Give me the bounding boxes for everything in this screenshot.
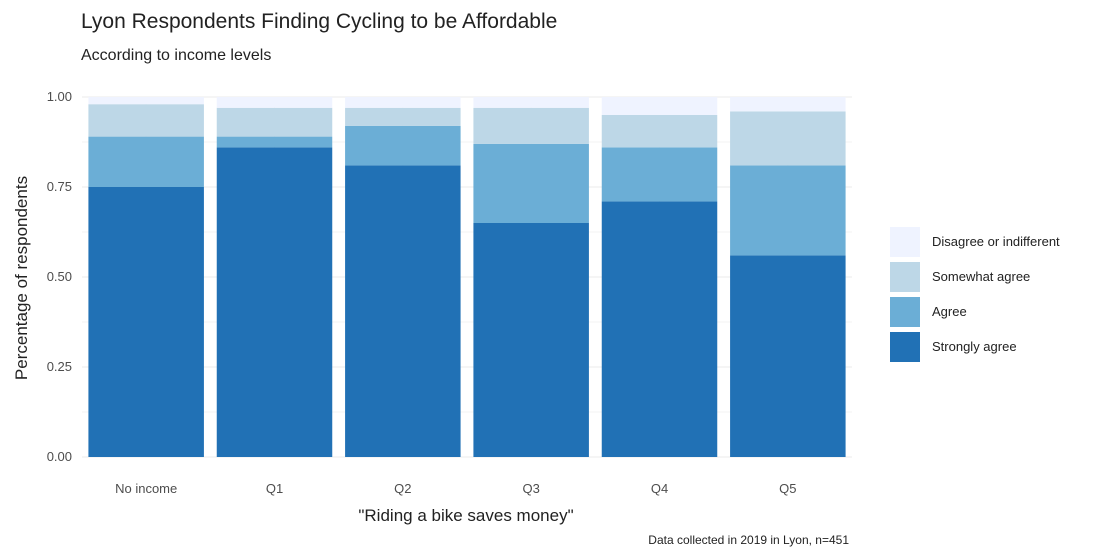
chart-caption: Data collected in 2019 in Lyon, n=451 [648, 533, 849, 547]
bar-segment-strongly-agree-q4 [601, 201, 718, 457]
bar-segment-disagree-or-indifferent-q4 [601, 97, 718, 115]
bar-segment-agree-q4 [601, 147, 718, 202]
chart-title: Lyon Respondents Finding Cycling to be A… [81, 10, 558, 33]
legend-label: Agree [932, 304, 967, 319]
y-tick-label: 1.00 [47, 89, 72, 104]
bar-segment-strongly-agree-q5 [730, 255, 846, 457]
legend-swatch [890, 331, 920, 362]
bar-segment-somewhat-agree-q1 [216, 107, 333, 137]
bar-segment-strongly-agree-no-income [88, 187, 204, 457]
bar-segment-strongly-agree-q2 [345, 165, 461, 457]
bar-segment-somewhat-agree-q3 [473, 107, 589, 144]
legend-swatch [890, 296, 920, 327]
bar-segment-somewhat-agree-q4 [601, 115, 718, 148]
legend-label: Disagree or indifferent [932, 234, 1060, 249]
legend-label: Somewhat agree [932, 269, 1031, 284]
legend-item: Strongly agree [890, 329, 1060, 364]
y-tick-label: 0.00 [47, 449, 72, 464]
bar-segment-strongly-agree-q3 [473, 223, 589, 457]
x-tick-label: No income [115, 481, 177, 496]
x-tick-label: Q4 [651, 481, 668, 496]
legend-item: Somewhat agree [890, 259, 1060, 294]
bar-segment-somewhat-agree-q2 [345, 107, 461, 126]
legend-swatch [890, 261, 920, 292]
legend-item: Agree [890, 294, 1060, 329]
x-tick-label: Q1 [266, 481, 283, 496]
bar-segment-strongly-agree-q1 [216, 147, 333, 457]
y-tick-label: 0.50 [47, 269, 72, 284]
y-axis-label: Percentage of respondents [12, 176, 31, 380]
x-tick-label: Q5 [779, 481, 796, 496]
bar-segment-agree-q5 [730, 165, 846, 256]
bar-segment-disagree-or-indifferent-q2 [345, 97, 461, 108]
bar-segment-agree-q2 [345, 125, 461, 166]
y-tick-label: 0.75 [47, 179, 72, 194]
legend-swatch [890, 226, 920, 257]
y-tick-label: 0.25 [47, 359, 72, 374]
bar-segment-agree-q1 [216, 136, 333, 148]
bar-segment-disagree-or-indifferent-q3 [473, 97, 589, 108]
bar-segment-disagree-or-indifferent-q5 [730, 97, 846, 112]
bar-segment-disagree-or-indifferent-no-income [88, 97, 204, 105]
x-tick-label: Q3 [522, 481, 539, 496]
bar-segment-somewhat-agree-no-income [88, 104, 204, 137]
x-tick-label: Q2 [394, 481, 411, 496]
bar-segment-agree-q3 [473, 143, 589, 223]
x-axis-label: "Riding a bike saves money" [358, 506, 573, 525]
bar-segment-disagree-or-indifferent-q1 [216, 97, 333, 108]
legend-item: Disagree or indifferent [890, 224, 1060, 259]
bar-segment-agree-no-income [88, 136, 204, 187]
bar-segment-somewhat-agree-q5 [730, 111, 846, 166]
legend-label: Strongly agree [932, 339, 1017, 354]
chart-subtitle: According to income levels [81, 47, 272, 64]
legend: Disagree or indifferent Somewhat agree Agr… [890, 224, 1060, 364]
